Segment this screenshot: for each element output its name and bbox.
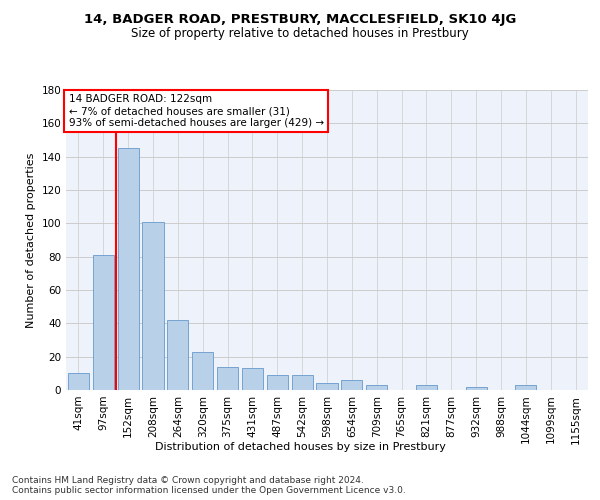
Bar — [416, 385, 437, 390]
Bar — [316, 384, 338, 390]
Text: 14, BADGER ROAD, PRESTBURY, MACCLESFIELD, SK10 4JG: 14, BADGER ROAD, PRESTBURY, MACCLESFIELD… — [84, 12, 516, 26]
Text: Distribution of detached houses by size in Prestbury: Distribution of detached houses by size … — [155, 442, 445, 452]
Text: Contains HM Land Registry data © Crown copyright and database right 2024.
Contai: Contains HM Land Registry data © Crown c… — [12, 476, 406, 495]
Text: 14 BADGER ROAD: 122sqm
← 7% of detached houses are smaller (31)
93% of semi-deta: 14 BADGER ROAD: 122sqm ← 7% of detached … — [68, 94, 324, 128]
Bar — [292, 375, 313, 390]
Bar — [192, 352, 213, 390]
Bar — [68, 374, 89, 390]
Bar — [267, 375, 288, 390]
Bar — [366, 385, 387, 390]
Bar — [118, 148, 139, 390]
Bar — [142, 222, 164, 390]
Bar — [93, 255, 114, 390]
Bar — [167, 320, 188, 390]
Bar — [217, 366, 238, 390]
Bar — [466, 386, 487, 390]
Bar — [341, 380, 362, 390]
Y-axis label: Number of detached properties: Number of detached properties — [26, 152, 36, 328]
Text: Size of property relative to detached houses in Prestbury: Size of property relative to detached ho… — [131, 28, 469, 40]
Bar — [515, 385, 536, 390]
Bar — [242, 368, 263, 390]
